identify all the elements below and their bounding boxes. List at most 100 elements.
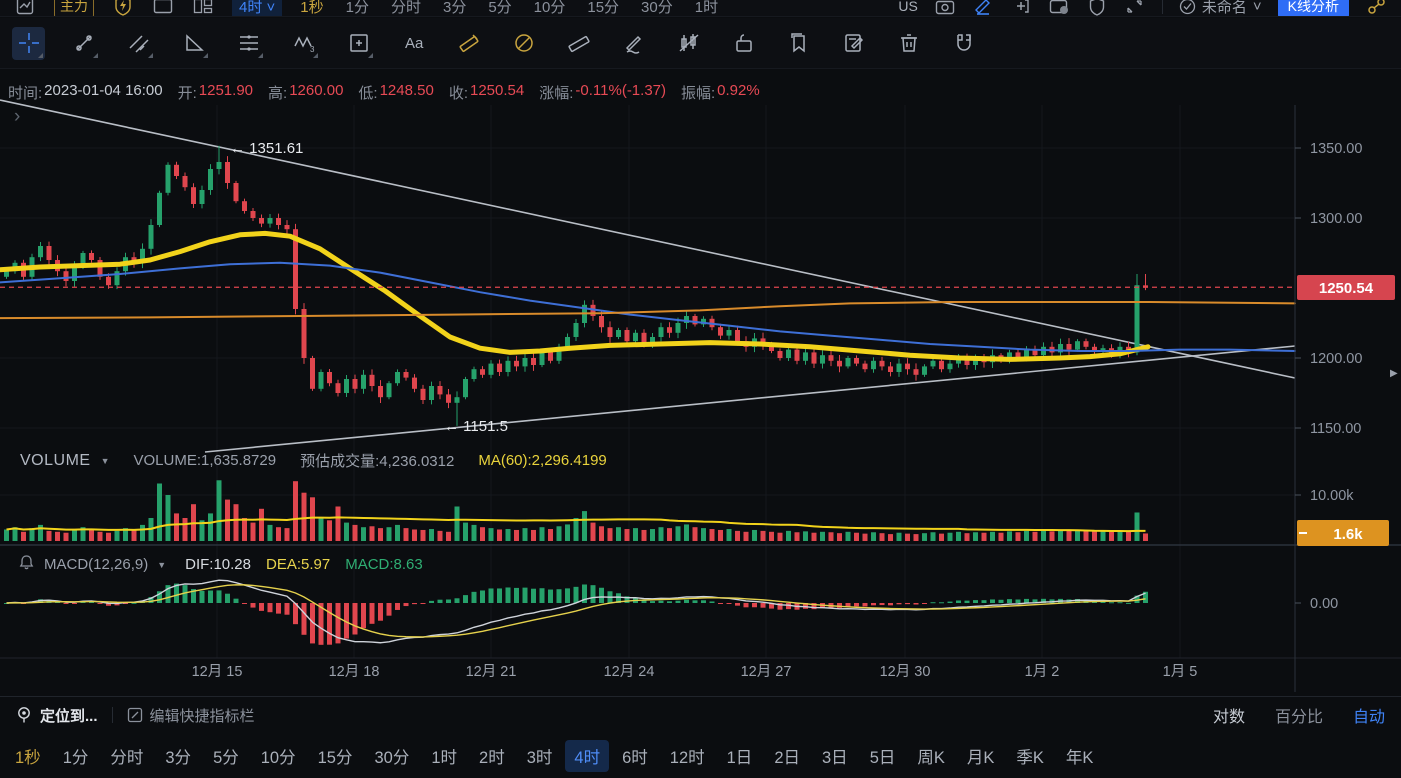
parallel-channel-tool[interactable] — [122, 27, 155, 60]
panel-expand-chevron[interactable]: › — [14, 106, 21, 127]
timeframe-月K[interactable]: 月K — [966, 748, 995, 767]
timeframe-3分[interactable]: 3分 — [165, 748, 192, 767]
chart-canvas[interactable]: ← 1351.61 ← 1151.5 1350.00 1300.00 1200.00 11… — [0, 0, 1401, 694]
timeframe-10分[interactable]: 10分 — [260, 748, 296, 767]
quick-interval-30分[interactable]: 30分 — [641, 0, 673, 16]
svg-text:12月 30: 12月 30 — [880, 664, 931, 680]
shield-icon[interactable] — [1086, 0, 1108, 16]
gold-protractor-tool[interactable] — [507, 27, 540, 60]
edit-icon — [127, 707, 142, 723]
quick-interval-5分[interactable]: 5分 — [488, 0, 512, 16]
measure-ruler-tool[interactable] — [562, 27, 595, 60]
timeframe-2日[interactable]: 2日 — [774, 748, 800, 767]
auto-scale-toggle[interactable]: 自动 — [1352, 709, 1385, 726]
delete-drawings-tool[interactable] — [892, 27, 925, 60]
svg-text:3: 3 — [310, 45, 315, 54]
gold-ruler-tool[interactable] — [452, 27, 485, 60]
timeframe-5日[interactable]: 5日 — [869, 748, 896, 767]
volume-indicator-name[interactable]: VOLUME — [20, 451, 91, 469]
volume-header: VOLUME ▼ VOLUME:1,635.8729 预估成交量:4,236.0… — [20, 450, 607, 471]
hide-drawings-tool[interactable] — [672, 27, 705, 60]
timeframe-年K[interactable]: 年K — [1065, 748, 1094, 767]
macd-indicator-name[interactable]: MACD(12,26,9) — [44, 556, 149, 573]
svg-text:12月 18: 12月 18 — [329, 664, 380, 680]
drawing-list-tool[interactable] — [837, 27, 870, 60]
svg-text:1300.00: 1300.00 — [1310, 211, 1362, 227]
quick-intervals: 1秒 1分 分时 3分 5分 10分 15分 30分 1时 — [300, 0, 719, 16]
lock-drawings-tool[interactable] — [727, 27, 760, 60]
alert-bell-icon[interactable] — [18, 554, 35, 575]
timeframe-2时[interactable]: 2时 — [479, 748, 505, 767]
timeframe-1时[interactable]: 1时 — [431, 748, 458, 767]
timeframe-6时[interactable]: 6时 — [622, 748, 648, 767]
timeframe-季K[interactable]: 季K — [1016, 748, 1044, 767]
quick-interval-1时[interactable]: 1时 — [694, 0, 719, 16]
timeframe-1分[interactable]: 1分 — [62, 748, 89, 767]
timeframe-1日[interactable]: 1日 — [726, 748, 753, 767]
trend-line-tool[interactable] — [67, 27, 100, 60]
kline-analysis-button[interactable]: K线分析 — [1277, 0, 1349, 16]
draw-order-icon[interactable] — [972, 0, 994, 16]
triangle-pattern-tool[interactable] — [177, 27, 210, 60]
timeframe-周K[interactable]: 周K — [917, 748, 945, 767]
timeframe-3时[interactable]: 3时 — [526, 748, 553, 767]
flash-order-icon[interactable] — [112, 0, 134, 16]
chart-style-icon[interactable] — [14, 0, 36, 16]
ohlc-field: 低: 1248.50 — [358, 82, 434, 102]
timeframe-12时[interactable]: 12时 — [669, 748, 705, 767]
interval-dropdown[interactable]: 4时 ˅ — [232, 0, 283, 16]
region-label[interactable]: US — [898, 0, 918, 14]
layout-split-icon[interactable] — [192, 0, 214, 16]
magnet-tool[interactable] — [947, 27, 980, 60]
fibonacci-box-tool[interactable] — [342, 27, 375, 60]
chevron-down-icon[interactable]: ▼ — [157, 559, 167, 570]
svg-text:12月 27: 12月 27 — [741, 664, 792, 680]
percent-scale-toggle[interactable]: 百分比 — [1274, 709, 1323, 726]
layout-single-icon[interactable] — [152, 0, 174, 16]
add-pane-icon[interactable] — [1010, 0, 1032, 16]
horizontal-lines-tool[interactable] — [232, 27, 265, 60]
quick-interval-10分[interactable]: 10分 — [533, 0, 566, 16]
ohlc-field: 时间: 2023-01-04 16:00 — [8, 82, 163, 102]
timeframe-3日[interactable]: 3日 — [822, 748, 848, 767]
template-dropdown[interactable]: 未命名 ˅ — [1179, 0, 1262, 16]
timeframe-bar: 1秒 1分 分时 3分 5分 10分 15分 30分 1时 2时 3时 4时 6时 12时 1日 2日 3日 5日… — [0, 733, 1401, 778]
edit-shortcut-indicator-bar[interactable]: 编辑快捷指标栏 — [127, 705, 255, 726]
macd-dif-value: DIF:10.28 — [185, 556, 251, 573]
quick-interval-1分[interactable]: 1分 — [345, 0, 369, 16]
quick-interval-1秒[interactable]: 1秒 — [300, 0, 324, 16]
wave-count-tool[interactable]: 3 — [287, 27, 320, 60]
svg-text:1月 2: 1月 2 — [1025, 664, 1060, 680]
timeframe-30分[interactable]: 30分 — [374, 748, 410, 767]
screenshot-icon[interactable] — [934, 0, 956, 16]
location-pin-icon — [18, 707, 30, 723]
top-toolbar: 主力 4时 ˅ 1秒 1分 分时 3分 5分 10分 15分 30分 1时 US — [0, 0, 1401, 17]
timeframe-分时[interactable]: 分时 — [110, 748, 144, 767]
share-link-icon[interactable] — [1365, 0, 1387, 16]
timeframe-5分[interactable]: 5分 — [213, 748, 239, 767]
ohlc-field: 收: 1250.54 — [448, 82, 525, 102]
fullscreen-icon[interactable] — [1124, 0, 1146, 16]
timeframe-15分[interactable]: 15分 — [317, 748, 353, 767]
timeframe-4时[interactable]: 4时 — [565, 739, 610, 772]
text-tool[interactable]: Aa — [397, 27, 430, 60]
quick-interval-分时[interactable]: 分时 — [390, 0, 421, 16]
locate-button[interactable]: 定位到... — [16, 705, 98, 726]
bottom-status-bar: 定位到... 编辑快捷指标栏 对数 百分比 自动 — [0, 696, 1401, 733]
svg-text:12月 15: 12月 15 — [192, 664, 243, 680]
image-badge-icon[interactable] — [1048, 0, 1070, 16]
svg-text:1250.54: 1250.54 — [1319, 280, 1374, 297]
axis-drag-handle[interactable]: ▶ — [1390, 368, 1398, 379]
svg-text:← 1351.61: ← 1351.61 — [230, 140, 303, 157]
brush-tool[interactable] — [617, 27, 650, 60]
svg-text:12月 21: 12月 21 — [466, 664, 517, 680]
timeframe-1秒[interactable]: 1秒 — [15, 748, 41, 767]
chevron-down-icon[interactable]: ▼ — [100, 455, 110, 466]
bookmark-tool[interactable] — [782, 27, 815, 60]
crosshair-tool[interactable] — [12, 26, 45, 60]
log-scale-toggle[interactable]: 对数 — [1212, 709, 1245, 726]
main-force-button[interactable]: 主力 — [54, 0, 94, 16]
quick-interval-15分[interactable]: 15分 — [587, 0, 620, 16]
quick-interval-3分[interactable]: 3分 — [442, 0, 467, 16]
